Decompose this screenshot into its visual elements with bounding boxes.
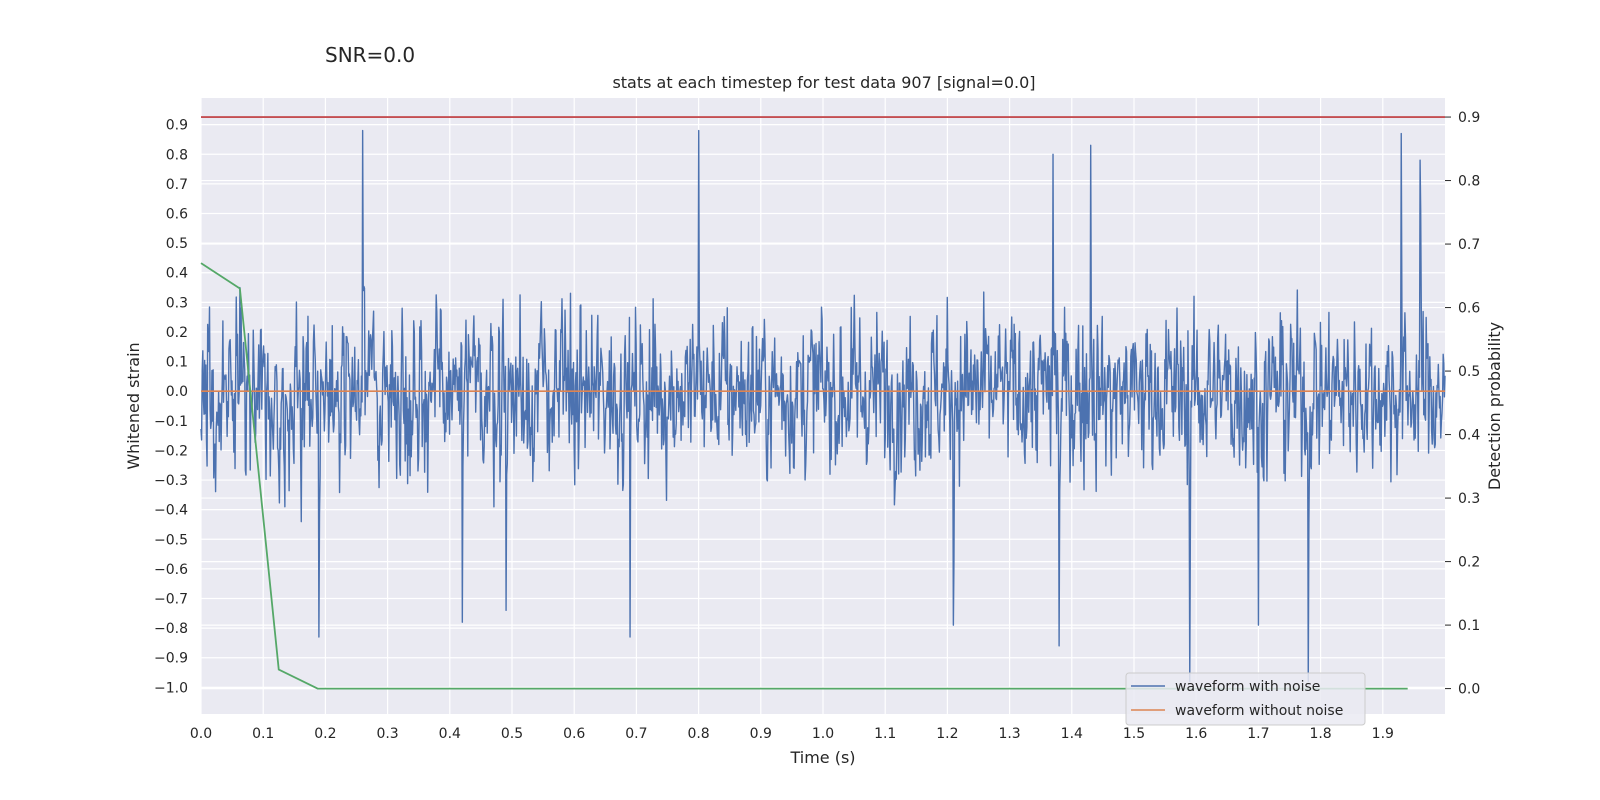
snr-label: SNR=0.0 (325, 43, 415, 67)
y2-tick-label: 0.8 (1458, 174, 1480, 190)
y2-tick-label: 0.7 (1458, 237, 1480, 253)
y2-tick-label: 0.5 (1458, 364, 1480, 380)
x-tick-label: 0.8 (687, 726, 709, 742)
noisy-waveform-line (200, 129, 1446, 683)
x-tick-label: 0.1 (252, 726, 274, 742)
legend-box (1125, 672, 1366, 726)
y-tick-label: 0.0 (166, 384, 188, 400)
y-tick-label: 0.7 (166, 177, 188, 193)
y-tick-label: −1.0 (154, 680, 188, 696)
x-tick-label: 0.6 (563, 726, 585, 742)
x-tick-label: 0.3 (376, 726, 398, 742)
y-tick-label: −0.7 (154, 592, 188, 608)
chart-title: stats at each timestep for test data 907… (612, 73, 1035, 92)
x-tick-label: 0.0 (190, 726, 212, 742)
x-tick-label: 1.0 (812, 726, 834, 742)
x-tick-label: 0.4 (439, 726, 461, 742)
legend-label-waveform-with-noise: waveform with noise (1175, 679, 1320, 695)
y-tick-label: 0.6 (166, 207, 188, 223)
y-tick-label: 0.1 (166, 355, 188, 371)
y-tick-label: −0.6 (154, 562, 188, 578)
x-tick-label: 1.4 (1061, 726, 1083, 742)
x-tick-label: 0.5 (501, 726, 523, 742)
x-axis-label: Time (s) (789, 748, 855, 767)
x-tick-label: 1.7 (1247, 726, 1269, 742)
y-tick-label: 0.9 (166, 118, 188, 134)
y2-tick-label: 0.1 (1458, 618, 1480, 634)
y-axis-ticks: 0.9 0.8 0.7 0.6 0.5 0.4 0.3 0.2 0.1 0.0 −0.1 −0.2 −0… (154, 118, 188, 697)
y2-axis-ticks: 0.9 0.8 0.7 0.6 0.5 0.4 0.3 0.2 0.1 0.0 (1445, 110, 1480, 698)
x-tick-label: 1.2 (936, 726, 958, 742)
legend: waveform with noise waveform without noi… (1125, 672, 1366, 726)
x-tick-label: 1.1 (874, 726, 896, 742)
y-tick-label: 0.3 (166, 295, 188, 311)
y2-axis-label: Detection probability (1485, 322, 1504, 490)
y2-tick-label: 0.0 (1458, 682, 1480, 698)
x-tick-label: 1.5 (1123, 726, 1145, 742)
y-tick-label: 0.5 (166, 236, 188, 252)
y2-tick-label: 0.4 (1458, 428, 1480, 444)
x-tick-label: 0.9 (750, 726, 772, 742)
y-axis-label: Whitened strain (124, 342, 143, 469)
y-tick-label: 0.8 (166, 147, 188, 163)
series-waveform-with-noise (200, 129, 1446, 683)
y-tick-label: −0.5 (154, 532, 188, 548)
y2-tick-label: 0.3 (1458, 491, 1480, 507)
x-tick-label: 0.7 (625, 726, 647, 742)
legend-label-waveform-without-noise: waveform without noise (1175, 703, 1343, 719)
x-tick-label: 0.2 (314, 726, 336, 742)
y-tick-label: −0.4 (154, 503, 188, 519)
y-tick-label: 0.4 (166, 266, 188, 282)
y2-tick-label: 0.9 (1458, 110, 1480, 126)
y-tick-label: −0.2 (154, 443, 188, 459)
series-detection-probability (200, 262, 1408, 690)
y-tick-label: −0.1 (154, 414, 188, 430)
y2-tick-label: 0.2 (1458, 555, 1480, 571)
x-tick-label: 1.8 (1309, 726, 1331, 742)
y-tick-label: −0.8 (154, 621, 188, 637)
y2-tick-label: 0.6 (1458, 301, 1480, 317)
y-tick-label: −0.3 (154, 473, 188, 489)
y-tick-label: 0.2 (166, 325, 188, 341)
x-tick-label: 1.9 (1372, 726, 1394, 742)
x-tick-label: 1.6 (1185, 726, 1207, 742)
x-axis-ticks: 0.0 0.1 0.2 0.3 0.4 0.5 0.6 0.7 0.8 0.9 1.0 1.1 1.2 1… (190, 726, 1394, 742)
x-tick-label: 1.3 (998, 726, 1020, 742)
y-tick-label: −0.9 (154, 651, 188, 667)
